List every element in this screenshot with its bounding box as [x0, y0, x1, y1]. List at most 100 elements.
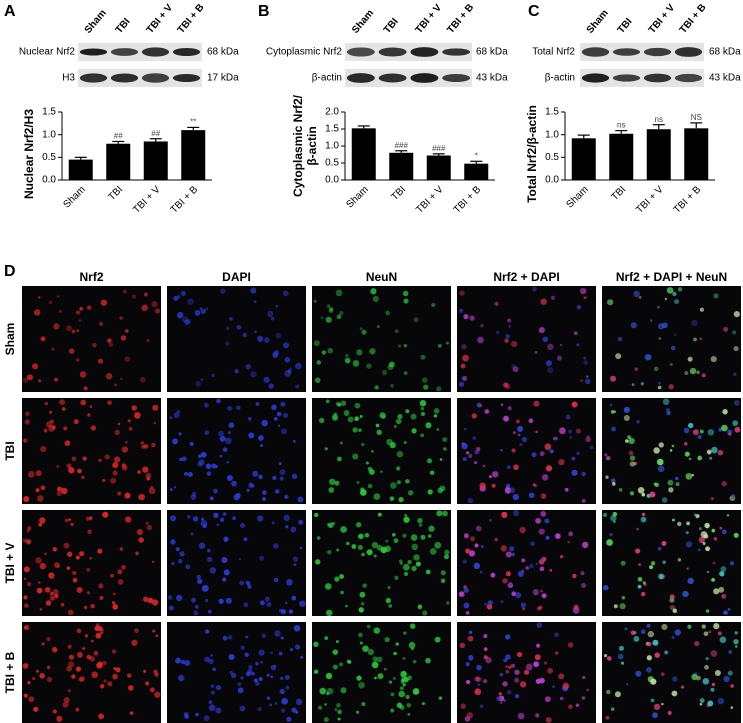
cell: [528, 563, 534, 569]
cell: [151, 301, 158, 308]
blot-band: [410, 73, 439, 83]
cell: [184, 471, 188, 476]
cell: [119, 547, 124, 551]
cell: [633, 635, 640, 642]
cell: [484, 409, 490, 414]
cell: [38, 522, 43, 527]
cell: [406, 702, 412, 708]
cell: [402, 683, 406, 687]
cell: [40, 445, 47, 453]
significance-label: ns: [617, 121, 625, 130]
cell: [56, 491, 62, 497]
cell: [545, 465, 553, 472]
cell: [274, 701, 278, 705]
significance-label: ##: [151, 129, 160, 138]
cell: [71, 674, 76, 679]
cell: [545, 717, 552, 723]
cell: [313, 669, 319, 674]
cell: [209, 496, 214, 501]
cell: [498, 692, 502, 696]
cell: [112, 604, 119, 610]
cell: [640, 382, 644, 386]
x-tick-label: TBI + B: [169, 184, 201, 216]
cell: [112, 673, 118, 680]
cell: [38, 379, 42, 383]
cell: [46, 636, 51, 642]
cell: [362, 583, 367, 588]
cell: [134, 628, 139, 634]
cell: [444, 549, 450, 555]
cell: [669, 362, 673, 366]
cell: [248, 664, 253, 670]
lane-label: TBI: [382, 16, 401, 36]
cell: [228, 653, 235, 661]
cell: [533, 661, 540, 668]
cell: [354, 402, 361, 409]
cell: [605, 475, 609, 479]
cell: [702, 678, 710, 685]
cell: [733, 639, 739, 645]
cell: [211, 373, 215, 377]
cell: [606, 656, 612, 661]
cell: [393, 424, 397, 428]
cell: [83, 386, 88, 391]
cell: [151, 560, 155, 564]
cell: [283, 413, 289, 418]
cell: [476, 402, 482, 408]
cell: [709, 456, 713, 460]
cell: [40, 485, 46, 491]
cell: [68, 518, 72, 521]
cell: [533, 484, 538, 488]
cell: [235, 492, 241, 498]
cell: [473, 562, 481, 570]
blot-strip: [345, 69, 472, 87]
cell: [192, 516, 199, 522]
cell: [39, 517, 46, 524]
cell: [515, 592, 522, 599]
cell: [575, 428, 581, 434]
cell: [602, 512, 608, 517]
cell: [295, 710, 299, 714]
cell: [628, 437, 635, 445]
row-header: Sham: [3, 323, 17, 356]
cell: [66, 463, 72, 469]
cell: [413, 554, 420, 561]
cell: [326, 692, 330, 695]
cell: [540, 493, 547, 499]
cell: [581, 498, 586, 503]
blot-row-label: Nuclear Nrf2: [19, 47, 76, 58]
cell: [505, 571, 511, 577]
cell: [187, 471, 193, 478]
cell: [511, 663, 516, 668]
cell: [483, 634, 488, 639]
cell: [412, 688, 420, 695]
cell: [517, 425, 524, 432]
cell: [125, 516, 132, 523]
cell: [554, 436, 558, 441]
cell: [402, 671, 406, 675]
cell: [340, 526, 347, 533]
cell: [82, 647, 86, 650]
cell: [541, 593, 547, 599]
cell: [247, 668, 253, 674]
micrograph: [22, 286, 161, 392]
cell: [559, 696, 564, 701]
cell: [576, 451, 580, 456]
cell: [402, 563, 410, 571]
cell: [544, 443, 552, 451]
cell: [154, 691, 161, 698]
cell: [380, 470, 383, 473]
cell: [204, 629, 210, 634]
cell: [576, 343, 580, 347]
cell: [274, 630, 281, 637]
cell: [358, 607, 364, 613]
cell: [683, 427, 690, 434]
cell: [403, 516, 410, 523]
cell: [117, 579, 124, 585]
cell: [291, 595, 297, 601]
cell: [614, 691, 621, 698]
cell: [124, 329, 129, 333]
cell: [691, 473, 694, 477]
cell: [114, 429, 120, 436]
cell: [117, 422, 121, 426]
